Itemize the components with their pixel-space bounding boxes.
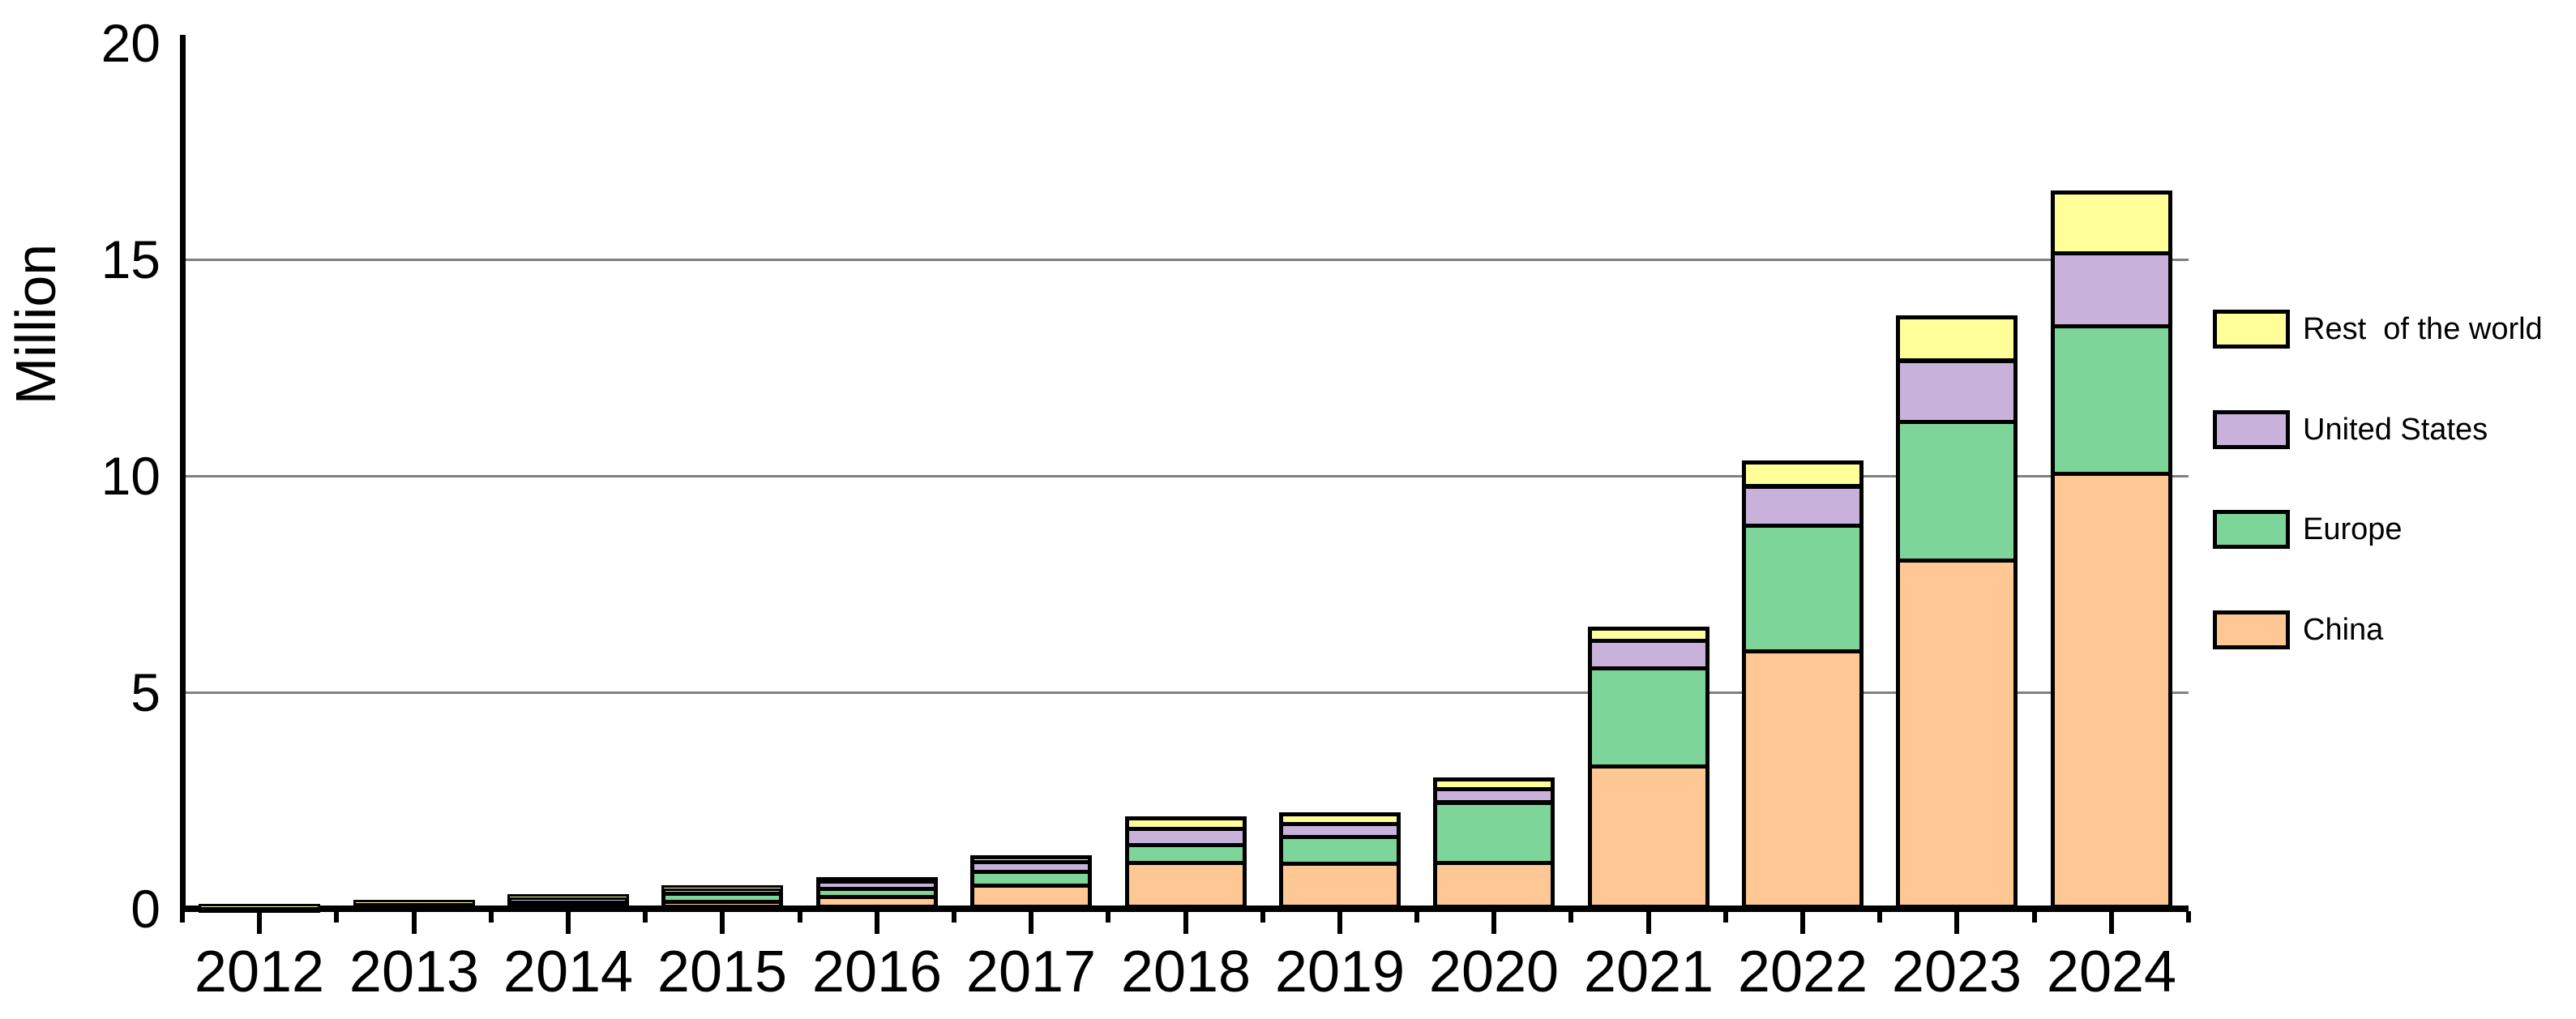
- x-axis-major-tick: [1029, 911, 1033, 934]
- legend-swatch: [2213, 610, 2290, 649]
- bar-segment-united-states: [1742, 485, 1864, 528]
- legend-swatch: [2213, 510, 2290, 549]
- bar-segment-rest-of-the-world: [2051, 191, 2172, 255]
- x-tick-label: 2021: [1583, 940, 1714, 1004]
- y-tick-label: 15: [101, 229, 160, 289]
- x-axis-major-tick: [1183, 911, 1188, 934]
- bar-segment-united-states: [2051, 250, 2172, 328]
- bar-segment-rest-of-the-world: [1588, 627, 1709, 643]
- y-tick-label: 0: [131, 879, 160, 939]
- x-tick-label: 2017: [965, 940, 1097, 1004]
- x-axis-minor-tick: [1568, 911, 1573, 923]
- x-axis-major-tick: [875, 911, 879, 934]
- x-axis-minor-tick: [2032, 911, 2037, 923]
- x-axis-major-tick: [412, 911, 417, 934]
- x-axis-major-tick: [720, 911, 725, 934]
- bar-segment-rest-of-the-world: [970, 855, 1092, 864]
- x-axis-minor-tick: [1260, 911, 1265, 923]
- gridline: [182, 259, 2189, 261]
- x-tick-label: 2018: [1120, 940, 1252, 1004]
- gridline: [182, 691, 2189, 694]
- x-axis-minor-tick: [2186, 911, 2191, 923]
- legend-item: United States: [2213, 410, 2488, 449]
- bar-segment-rest-of-the-world: [1279, 812, 1401, 826]
- x-axis-minor-tick: [643, 911, 648, 923]
- x-axis-minor-tick: [798, 911, 802, 923]
- x-tick-label: 2022: [1737, 940, 1868, 1004]
- x-axis-minor-tick: [1106, 911, 1110, 923]
- x-tick-label: 2016: [811, 940, 943, 1004]
- legend-swatch: [2213, 410, 2290, 449]
- bar-segment-united-states: [1588, 639, 1709, 670]
- bar-segment-europe: [1588, 666, 1709, 769]
- bar-segment-rest-of-the-world: [507, 894, 629, 900]
- x-axis-line: [180, 906, 2189, 912]
- x-tick-label: 2019: [1274, 940, 1406, 1004]
- x-axis-major-tick: [257, 911, 262, 934]
- bar-segment-rest-of-the-world: [353, 900, 475, 906]
- x-axis-minor-tick: [1877, 911, 1882, 923]
- y-tick-label: 10: [101, 446, 160, 506]
- bar-segment-europe: [1742, 524, 1864, 653]
- bar-segment-china: [1125, 861, 1247, 909]
- legend-swatch: [2213, 310, 2290, 349]
- x-tick-label: 2013: [349, 940, 480, 1004]
- x-axis-major-tick: [1491, 911, 1496, 934]
- x-axis-major-tick: [1337, 911, 1342, 934]
- legend-item: Europe: [2213, 510, 2403, 549]
- x-axis-minor-tick: [489, 911, 494, 923]
- bar-segment-united-states: [1896, 359, 2018, 424]
- bar-segment-europe: [1279, 835, 1401, 866]
- bar-segment-rest-of-the-world: [1742, 460, 1864, 488]
- x-tick-label: 2024: [2046, 940, 2177, 1004]
- x-tick-label: 2015: [657, 940, 788, 1004]
- legend-label: United States: [2303, 413, 2488, 447]
- x-tick-label: 2020: [1428, 940, 1560, 1004]
- bar-segment-europe: [2051, 324, 2172, 476]
- x-tick-label: 2012: [194, 940, 325, 1004]
- bar-segment-rest-of-the-world: [1433, 777, 1555, 791]
- x-axis-minor-tick: [1723, 911, 1728, 923]
- bar-segment-china: [2051, 472, 2172, 909]
- legend-label: Europe: [2303, 512, 2403, 546]
- bar-segment-china: [1742, 649, 1864, 909]
- bar-segment-rest-of-the-world: [199, 904, 320, 910]
- y-tick-label: 20: [101, 13, 160, 73]
- y-tick-label: 5: [131, 662, 160, 722]
- x-axis-minor-tick: [1414, 911, 1419, 923]
- x-axis-minor-tick: [952, 911, 956, 923]
- bar-segment-europe: [1896, 420, 2018, 563]
- x-axis-minor-tick: [180, 911, 185, 923]
- bar-segment-china: [1279, 862, 1401, 909]
- y-axis-line: [180, 35, 186, 911]
- x-tick-label: 2023: [1891, 940, 2022, 1004]
- bar-segment-europe: [1433, 801, 1555, 865]
- bar-segment-rest-of-the-world: [816, 877, 938, 884]
- x-axis-major-tick: [2109, 911, 2114, 934]
- gridline: [182, 475, 2189, 477]
- bar-segment-china: [1896, 558, 2018, 909]
- legend-item: China: [2213, 610, 2383, 649]
- x-axis-major-tick: [1800, 911, 1805, 934]
- legend-item: Rest of the world: [2213, 310, 2543, 349]
- bar-segment-rest-of-the-world: [1896, 315, 2018, 362]
- x-axis-major-tick: [1646, 911, 1651, 934]
- bar-segment-rest-of-the-world: [1125, 816, 1247, 831]
- bar-segment-china: [1433, 861, 1555, 909]
- x-axis-major-tick: [1954, 911, 1959, 934]
- legend-label: China: [2303, 613, 2384, 647]
- bar-segment-china: [1588, 764, 1709, 909]
- x-tick-label: 2014: [503, 940, 634, 1004]
- x-axis-minor-tick: [334, 911, 339, 923]
- x-axis-major-tick: [566, 911, 571, 934]
- bar-segment-rest-of-the-world: [661, 885, 783, 891]
- legend-label: Rest of the world: [2303, 312, 2543, 346]
